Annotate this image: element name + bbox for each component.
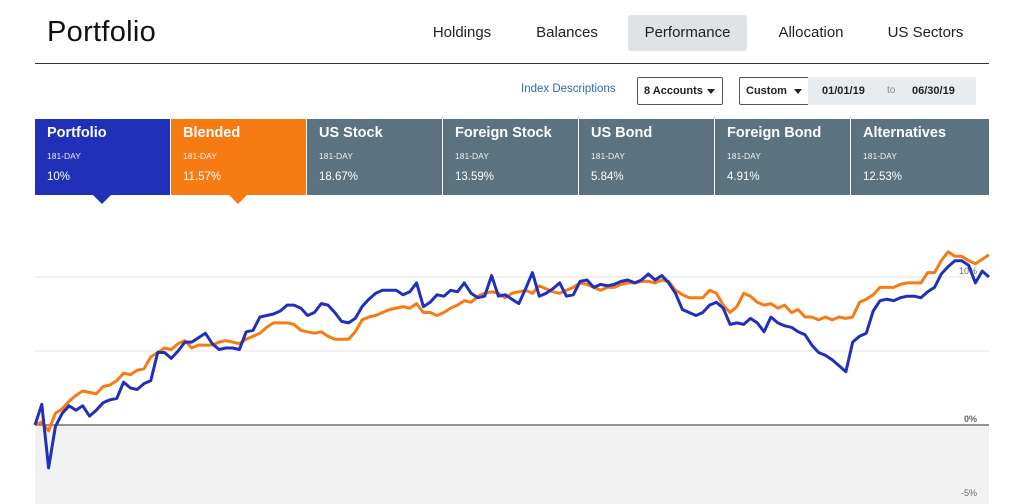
tile-value: 11.57% xyxy=(183,171,222,183)
accounts-select-value: 8 Accounts xyxy=(644,85,703,97)
date-range: 01/01/19 to 06/30/19 xyxy=(808,77,976,105)
date-from-input[interactable]: 01/01/19 xyxy=(822,85,865,97)
tile-period: 181-DAY xyxy=(319,151,353,161)
page-title: Portfolio xyxy=(47,16,157,48)
tab-allocation[interactable]: Allocation xyxy=(778,24,844,41)
tile-period: 181-DAY xyxy=(455,151,489,161)
chevron-down-icon xyxy=(707,89,715,94)
chart-series xyxy=(33,250,990,470)
performance-chart: 10% 0% -5% xyxy=(33,250,990,504)
chart-gridlines xyxy=(35,276,989,426)
tile-portfolio-pointer xyxy=(93,195,111,204)
series-line-blended xyxy=(34,250,990,433)
tab-performance[interactable]: Performance xyxy=(628,15,747,51)
accounts-select[interactable]: 8 Accounts xyxy=(637,77,723,105)
tab-balances[interactable]: Balances xyxy=(536,24,598,41)
range-select-value: Custom xyxy=(746,85,787,97)
index-descriptions-link[interactable]: Index Descriptions xyxy=(521,83,616,95)
tile-value: 13.59% xyxy=(455,171,495,183)
tile-name: Foreign Stock xyxy=(455,125,552,141)
tile-period: 181-DAY xyxy=(183,151,217,161)
series-line-portfolio xyxy=(33,259,990,470)
date-to-input[interactable]: 06/30/19 xyxy=(912,85,955,97)
chart-tick-labels: 10% 0% -5% xyxy=(959,266,977,498)
tile-value: 5.84% xyxy=(591,171,624,183)
tile-value: 10% xyxy=(47,171,71,183)
negative-region xyxy=(35,425,989,504)
tile-us-bond[interactable]: US Bond 181-DAY 5.84% xyxy=(579,119,714,195)
tile-us-stock[interactable]: US Stock 181-DAY 18.67% xyxy=(307,119,442,195)
y-tick-label: 10% xyxy=(959,266,977,276)
main-nav: Holdings Balances Performance Allocation… xyxy=(0,15,1009,51)
tile-value: 18.67% xyxy=(319,171,359,183)
date-to-label: to xyxy=(887,85,896,96)
benchmark-tiles: Portfolio 181-DAY 10% Blended 181-DAY 11… xyxy=(35,119,989,195)
tile-foreign-bond[interactable]: Foreign Bond 181-DAY 4.91% xyxy=(715,119,850,195)
tile-blended[interactable]: Blended 181-DAY 11.57% xyxy=(171,119,306,195)
tile-period: 181-DAY xyxy=(727,151,761,161)
y-tick-label: -5% xyxy=(961,488,977,498)
chevron-down-icon xyxy=(794,89,802,94)
range-select[interactable]: Custom xyxy=(739,77,809,105)
tile-name: Portfolio xyxy=(47,125,107,141)
tile-foreign-stock[interactable]: Foreign Stock 181-DAY 13.59% xyxy=(443,119,578,195)
tile-period: 181-DAY xyxy=(863,151,897,161)
tab-us-sectors[interactable]: US Sectors xyxy=(887,24,964,41)
tile-period: 181-DAY xyxy=(591,151,625,161)
tile-name: Foreign Bond xyxy=(727,125,822,141)
tile-portfolio[interactable]: Portfolio 181-DAY 10% xyxy=(35,119,170,195)
tile-name: Alternatives xyxy=(863,125,947,141)
tile-value: 12.53% xyxy=(863,171,903,183)
tile-name: Blended xyxy=(183,125,241,141)
header-divider xyxy=(35,63,989,64)
tile-period: 181-DAY xyxy=(47,151,81,161)
y-tick-label: 0% xyxy=(964,414,977,424)
tile-alternatives[interactable]: Alternatives 181-DAY 12.53% xyxy=(851,119,989,195)
tile-name: US Bond xyxy=(591,125,653,141)
tile-value: 4.91% xyxy=(727,171,760,183)
tab-holdings[interactable]: Holdings xyxy=(432,24,492,41)
tile-blended-pointer xyxy=(229,195,247,204)
tile-name: US Stock xyxy=(319,125,383,141)
